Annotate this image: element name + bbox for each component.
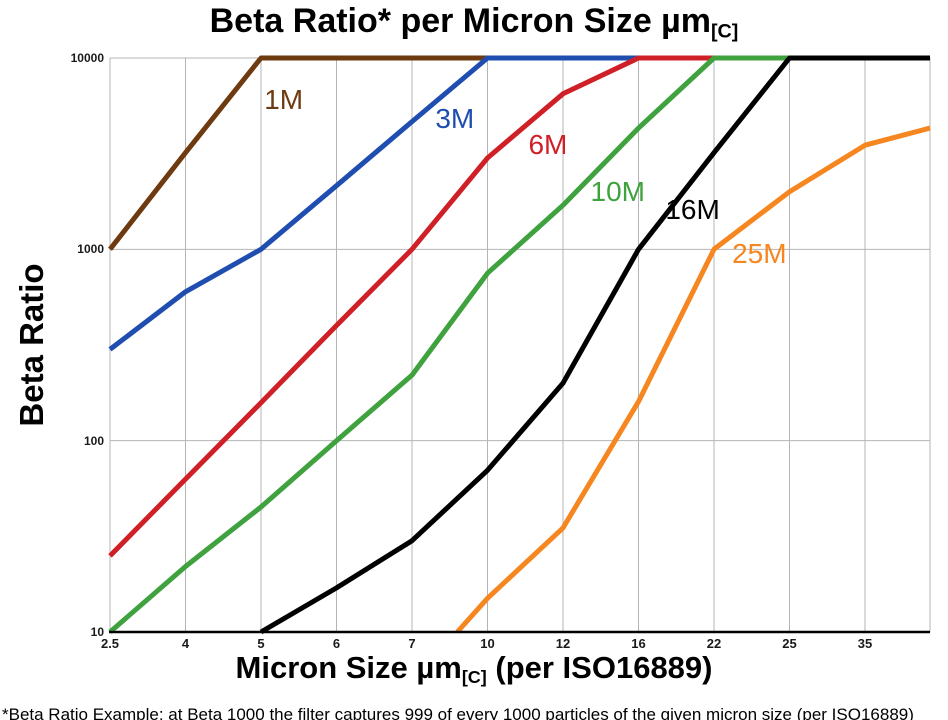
series-line-10M xyxy=(108,55,930,634)
chart-title-subscript: [C] xyxy=(711,20,739,43)
series-label-25M: 25M xyxy=(732,237,787,269)
x-tick-label: 5 xyxy=(257,636,265,651)
chart-title-text: Beta Ratio* per Micron Size µm xyxy=(209,2,711,40)
x-axis-title-subscript: [C] xyxy=(461,667,487,688)
x-tick-label: 12 xyxy=(555,636,571,651)
x-tick-label: 7 xyxy=(408,636,416,651)
y-tick-label: 1000 xyxy=(77,242,104,257)
series-line-25M xyxy=(455,125,931,634)
y-tick-label: 10 xyxy=(90,625,104,639)
series-label-3M: 3M xyxy=(435,102,475,134)
x-tick-label: 4 xyxy=(181,636,190,651)
y-tick-label: 10000 xyxy=(70,51,104,65)
chart-title: Beta Ratio* per Micron Size µm[C] xyxy=(0,2,948,44)
x-axis-title: Micron Size µm[C] (per ISO16889) xyxy=(0,650,948,688)
series-label-1M: 1M xyxy=(264,84,304,116)
series-label-16M: 16M xyxy=(665,194,720,226)
x-tick-label: 35 xyxy=(857,636,873,651)
series-line-3M xyxy=(108,55,930,352)
series-line-1M xyxy=(108,55,930,251)
x-axis-title-suffix: (per ISO16889) xyxy=(486,650,713,685)
x-tick-label: 16 xyxy=(631,636,646,651)
series-line-16M xyxy=(259,55,930,635)
series-label-6M: 6M xyxy=(528,129,568,161)
x-tick-label: 6 xyxy=(332,636,341,651)
x-axis-title-text: Micron Size µm xyxy=(235,650,462,685)
y-tick-label: 100 xyxy=(83,433,104,448)
x-tick-label: 22 xyxy=(706,636,722,651)
series-label-10M: 10M xyxy=(590,175,645,207)
x-tick-label: 25 xyxy=(782,636,797,651)
footnote-cropped: *Beta Ratio Example: at Beta 1000 the fi… xyxy=(2,705,914,720)
x-tick-label: 10 xyxy=(480,636,495,651)
x-tick-label: 2.5 xyxy=(100,636,120,651)
series-line-6M xyxy=(108,55,930,558)
